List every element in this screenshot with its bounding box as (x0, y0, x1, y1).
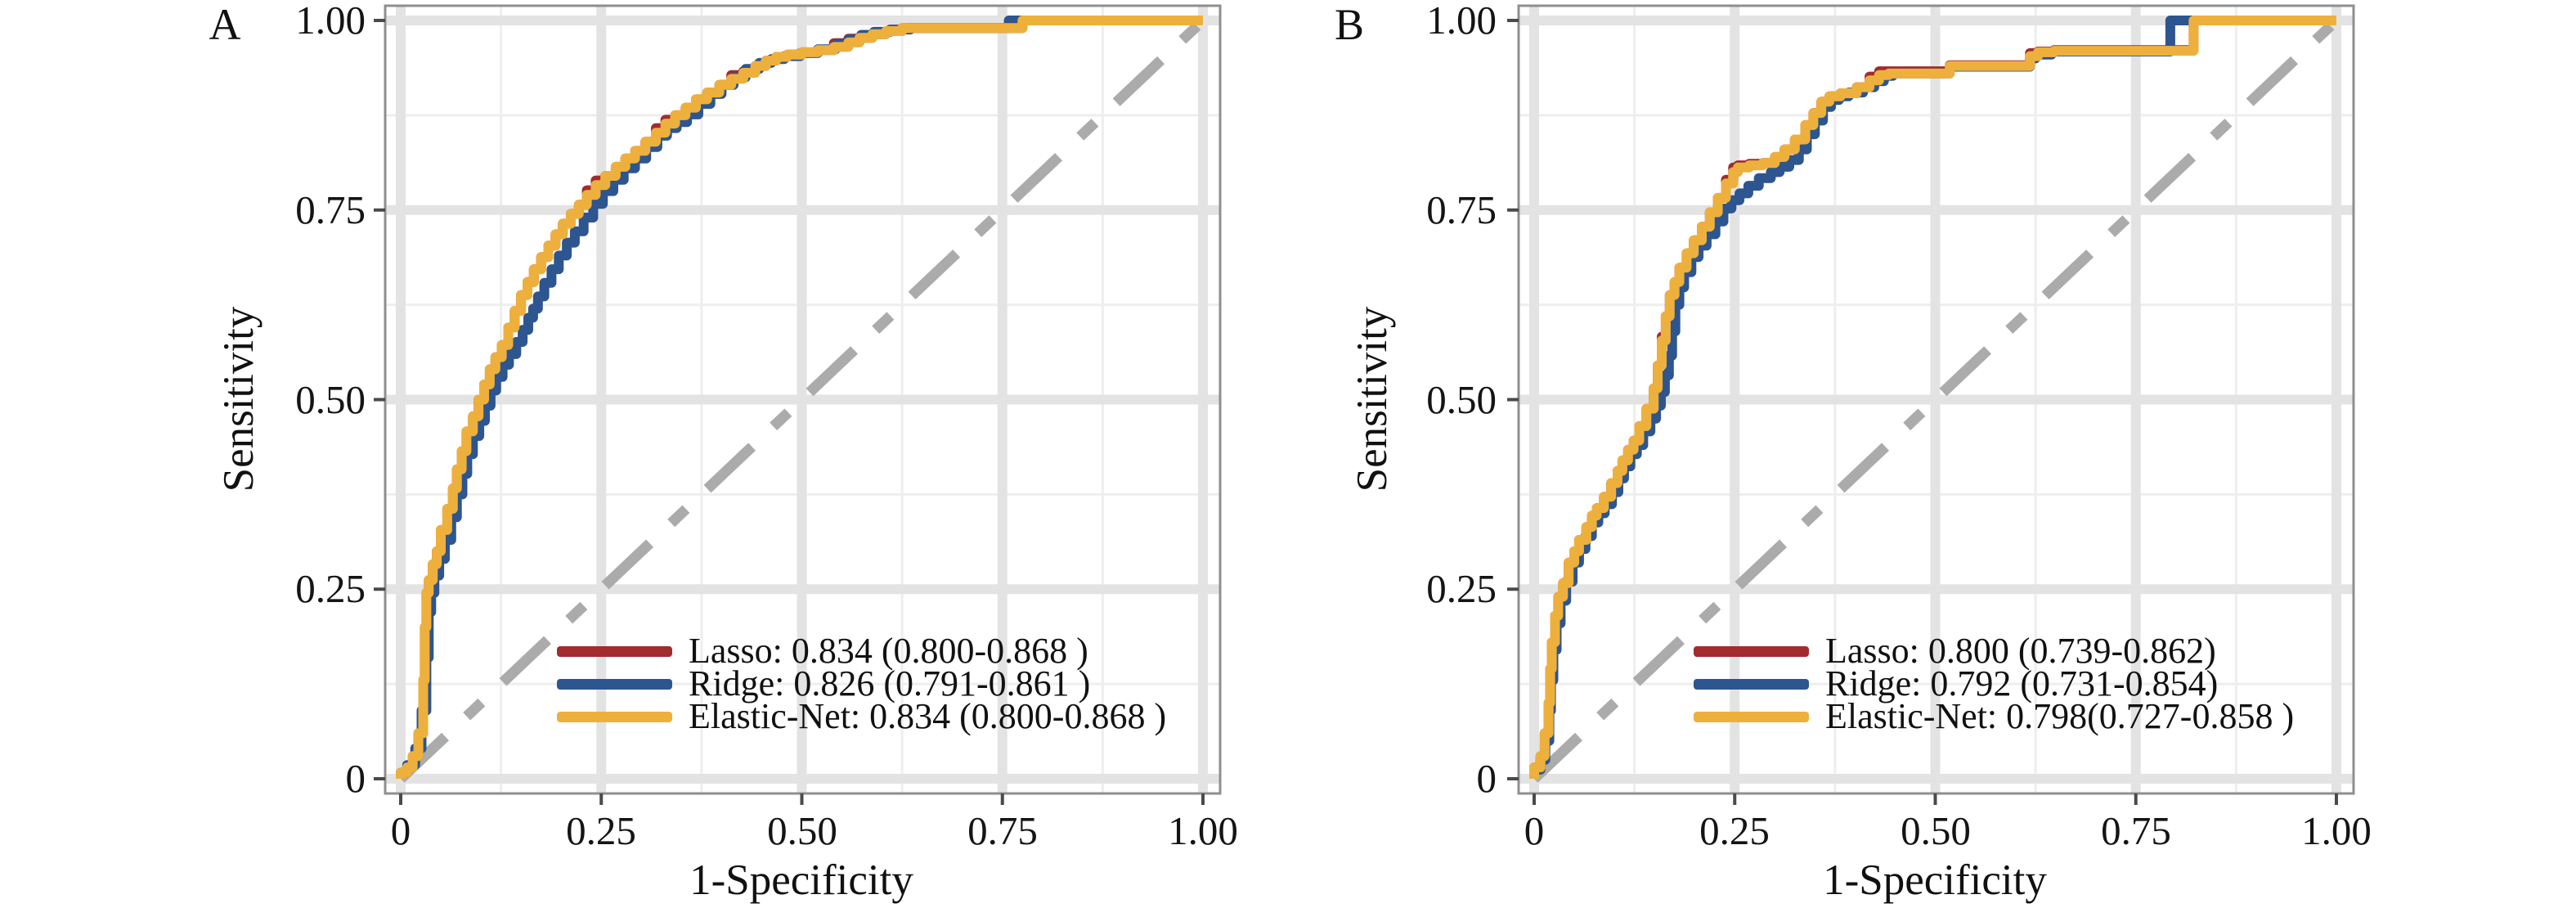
elastic-net-legend-label: Elastic-Net: 0.798(0.727-0.858 ) (1825, 696, 2295, 736)
panel-b-xtick-0: 0 (1524, 808, 1545, 853)
panel-b-xtick-1.00: 1.00 (2301, 808, 2372, 853)
legend-row-elastic-net: Elastic-Net: 0.798(0.727-0.858 ) (1694, 696, 2295, 736)
panel-a-xtick-0.75: 0.75 (967, 808, 1038, 853)
panel-b-y-axis-title: Sensitivity (1349, 306, 1396, 492)
panel-b-x-axis-title: 1-Specificity (1823, 856, 2047, 904)
panel-a-x-axis-title: 1-Specificity (689, 856, 913, 904)
panel-b-ytick-0.50: 0.50 (1426, 377, 1497, 422)
panel-a-xtick-0: 0 (390, 808, 411, 853)
ridge-line-swatch (557, 678, 672, 690)
elastic-net-line-swatch (557, 711, 672, 722)
panel-a-ytick-0.25: 0.25 (295, 566, 366, 611)
ridge-legend-label: Ridge: 0.792 (0.731-0.854) (1825, 663, 2219, 703)
panel-b-ytick-0: 0 (1476, 756, 1497, 801)
panel-a-plot (374, 4, 1222, 805)
ridge-legend-label: Ridge: 0.826 (0.791-0.861 ) (689, 663, 1091, 703)
elastic-net-legend-label: Elastic-Net: 0.834 (0.800-0.868 ) (689, 696, 1167, 736)
panel-b-xtick-0.25: 0.25 (1699, 808, 1770, 853)
ridge-line-swatch (1694, 678, 1809, 690)
legend-row-lasso: Lasso: 0.834 (0.800-0.868 ) (557, 631, 1166, 671)
panel-b-ytick-0.75: 0.75 (1426, 187, 1497, 232)
panel-a-ytick-0.75: 0.75 (295, 187, 366, 232)
legend-row-elastic-net: Elastic-Net: 0.834 (0.800-0.868 ) (557, 696, 1167, 736)
elastic-net-line-swatch (1694, 711, 1809, 722)
panel-b-ytick-1.00: 1.00 (1426, 0, 1497, 43)
panel-a-label: A (209, 0, 241, 49)
panel-a-legend: Lasso: 0.834 (0.800-0.868 ) Ridge: 0.826… (557, 631, 1167, 736)
legend-row-lasso: Lasso: 0.800 (0.739-0.862) (1694, 631, 2294, 671)
lasso-legend-label: Lasso: 0.800 (0.739-0.862) (1825, 631, 2216, 671)
panel-b-legend: Lasso: 0.800 (0.739-0.862) Ridge: 0.792 … (1694, 631, 2295, 736)
panel-b-xtick-0.50: 0.50 (1901, 808, 1971, 853)
lasso-line-swatch (1694, 645, 1809, 657)
lasso-legend-label: Lasso: 0.834 (0.800-0.868 ) (689, 631, 1088, 671)
lasso-line-swatch (557, 645, 672, 657)
panel-a-y-axis-title: Sensitivity (215, 306, 263, 492)
panel-b-plot (1507, 4, 2355, 805)
panel-b-ytick-0.25: 0.25 (1426, 566, 1497, 611)
panel-a-ytick-1.00: 1.00 (295, 0, 366, 43)
panel-b-xtick-0.75: 0.75 (2101, 808, 2171, 853)
panel-a-ytick-0.50: 0.50 (295, 377, 366, 422)
panel-b-label: B (1334, 0, 1365, 49)
panel-a-xtick-1.00: 1.00 (1168, 808, 1238, 853)
legend-row-ridge: Ridge: 0.792 (0.731-0.854) (1694, 663, 2294, 703)
panel-a-ytick-0: 0 (345, 756, 366, 801)
legend-row-ridge: Ridge: 0.826 (0.791-0.861 ) (557, 663, 1166, 703)
panel-a-xtick-0.50: 0.50 (767, 808, 837, 853)
panel-a-xtick-0.25: 0.25 (566, 808, 636, 853)
